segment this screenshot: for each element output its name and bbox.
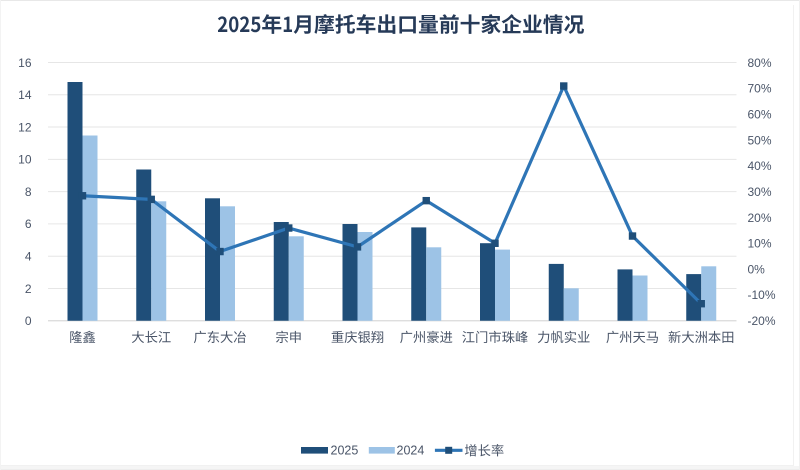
- svg-text:2: 2: [25, 282, 32, 296]
- svg-text:60%: 60%: [748, 107, 772, 121]
- svg-text:80%: 80%: [748, 56, 772, 70]
- svg-text:4: 4: [25, 249, 32, 263]
- svg-text:20%: 20%: [748, 211, 772, 225]
- svg-text:0%: 0%: [748, 262, 766, 276]
- svg-text:2024: 2024: [397, 444, 425, 458]
- svg-text:-10%: -10%: [748, 288, 776, 302]
- svg-text:10%: 10%: [748, 237, 772, 251]
- svg-text:30%: 30%: [748, 185, 772, 199]
- svg-text:40%: 40%: [748, 159, 772, 173]
- svg-text:-20%: -20%: [748, 314, 776, 328]
- svg-text:2025: 2025: [331, 444, 359, 458]
- svg-text:10: 10: [18, 153, 32, 167]
- svg-text:50%: 50%: [748, 133, 772, 147]
- svg-text:14: 14: [18, 88, 32, 102]
- svg-text:16: 16: [18, 56, 32, 70]
- svg-text:6: 6: [25, 217, 32, 231]
- svg-text:8: 8: [25, 185, 32, 199]
- svg-text:70%: 70%: [748, 82, 772, 96]
- svg-text:0: 0: [25, 314, 32, 328]
- svg-text:12: 12: [18, 120, 32, 134]
